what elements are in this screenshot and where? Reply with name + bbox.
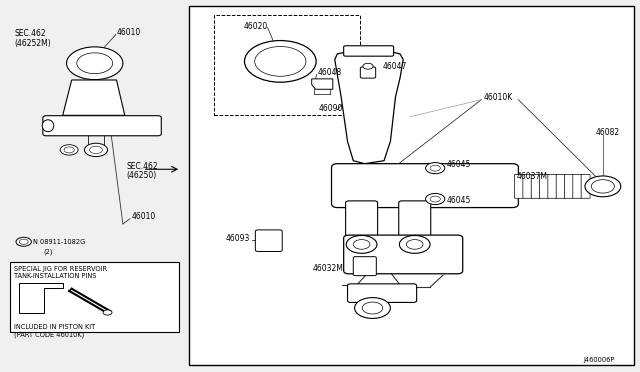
FancyBboxPatch shape	[399, 201, 431, 242]
Circle shape	[60, 145, 78, 155]
Text: 46010K: 46010K	[483, 93, 513, 102]
Text: 46047: 46047	[383, 62, 407, 71]
Polygon shape	[312, 79, 333, 89]
Circle shape	[362, 302, 383, 314]
Circle shape	[585, 176, 621, 197]
Polygon shape	[335, 51, 403, 164]
Circle shape	[255, 46, 306, 76]
Bar	[214, 15, 360, 115]
Text: INCLUDED IN PISTON KIT: INCLUDED IN PISTON KIT	[14, 324, 95, 330]
Text: 46010: 46010	[116, 28, 141, 37]
Circle shape	[426, 193, 445, 205]
Circle shape	[90, 146, 102, 154]
Circle shape	[353, 240, 370, 249]
Text: N 08911-1082G: N 08911-1082G	[33, 239, 86, 245]
Circle shape	[430, 196, 440, 202]
Text: 46020: 46020	[243, 22, 268, 31]
Circle shape	[355, 298, 390, 318]
FancyBboxPatch shape	[43, 116, 161, 136]
Text: (46250): (46250)	[127, 171, 157, 180]
Circle shape	[363, 63, 373, 69]
FancyBboxPatch shape	[344, 46, 394, 56]
Text: 46093: 46093	[225, 234, 250, 243]
Circle shape	[426, 163, 445, 174]
Text: 46037M: 46037M	[517, 172, 548, 181]
FancyBboxPatch shape	[556, 174, 565, 198]
Circle shape	[430, 165, 440, 171]
Circle shape	[84, 143, 108, 157]
Bar	[189, 6, 634, 365]
Text: 46032M: 46032M	[312, 264, 343, 273]
Polygon shape	[19, 283, 63, 313]
Circle shape	[77, 53, 113, 74]
Text: J460006P: J460006P	[584, 357, 615, 363]
Bar	[0, 6, 186, 365]
Text: TANK-INSTALLATION PINS: TANK-INSTALLATION PINS	[14, 273, 97, 279]
FancyBboxPatch shape	[346, 201, 378, 242]
Circle shape	[67, 47, 123, 80]
Text: 46045: 46045	[447, 160, 471, 169]
Ellipse shape	[42, 120, 54, 132]
Text: (PART CODE 46010K): (PART CODE 46010K)	[14, 331, 84, 338]
Polygon shape	[63, 80, 125, 115]
Circle shape	[346, 235, 377, 253]
FancyBboxPatch shape	[353, 257, 376, 276]
Text: (46252M): (46252M)	[14, 39, 51, 48]
Circle shape	[406, 240, 423, 249]
Text: SEC.462: SEC.462	[127, 162, 158, 171]
FancyBboxPatch shape	[531, 174, 540, 198]
Circle shape	[16, 237, 31, 246]
FancyBboxPatch shape	[581, 174, 590, 198]
FancyBboxPatch shape	[515, 174, 524, 198]
Text: 46090: 46090	[319, 104, 343, 113]
Circle shape	[64, 147, 74, 153]
FancyBboxPatch shape	[348, 284, 417, 302]
FancyBboxPatch shape	[564, 174, 573, 198]
Text: 46045: 46045	[447, 196, 471, 205]
Bar	[10, 262, 179, 332]
Circle shape	[19, 239, 28, 244]
FancyBboxPatch shape	[573, 174, 582, 198]
FancyBboxPatch shape	[360, 67, 376, 78]
FancyBboxPatch shape	[548, 174, 557, 198]
Text: SPECIAL JIG FOR RESERVOIR: SPECIAL JIG FOR RESERVOIR	[14, 266, 108, 272]
FancyBboxPatch shape	[540, 174, 548, 198]
Text: 46048: 46048	[318, 68, 342, 77]
Text: 46010: 46010	[131, 212, 156, 221]
FancyBboxPatch shape	[255, 230, 282, 251]
FancyBboxPatch shape	[344, 235, 463, 274]
FancyBboxPatch shape	[523, 174, 532, 198]
Text: (2): (2)	[44, 248, 53, 255]
Circle shape	[399, 235, 430, 253]
Circle shape	[591, 180, 614, 193]
FancyBboxPatch shape	[332, 164, 518, 208]
Text: SEC.462: SEC.462	[14, 29, 45, 38]
Circle shape	[103, 310, 112, 315]
Circle shape	[244, 41, 316, 82]
Text: 46082: 46082	[595, 128, 620, 137]
